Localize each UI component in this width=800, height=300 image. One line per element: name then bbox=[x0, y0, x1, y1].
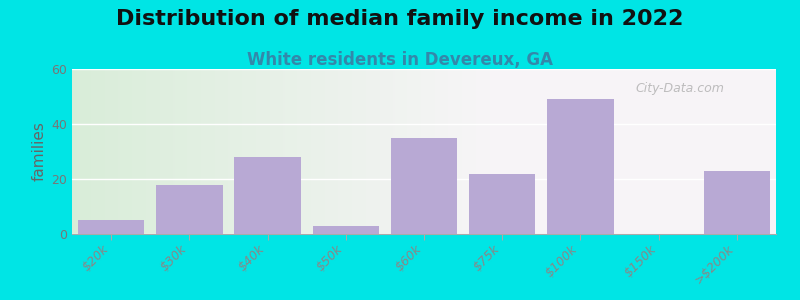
Bar bbox=[704, 171, 770, 234]
Bar bbox=[234, 157, 301, 234]
Bar bbox=[78, 220, 144, 234]
Text: White residents in Devereux, GA: White residents in Devereux, GA bbox=[247, 51, 553, 69]
Bar bbox=[547, 99, 614, 234]
Text: Distribution of median family income in 2022: Distribution of median family income in … bbox=[116, 9, 684, 29]
Bar bbox=[390, 138, 458, 234]
Text: City-Data.com: City-Data.com bbox=[635, 82, 724, 95]
Bar bbox=[156, 184, 222, 234]
Bar bbox=[469, 173, 535, 234]
Y-axis label: families: families bbox=[32, 122, 47, 182]
Bar bbox=[313, 226, 379, 234]
